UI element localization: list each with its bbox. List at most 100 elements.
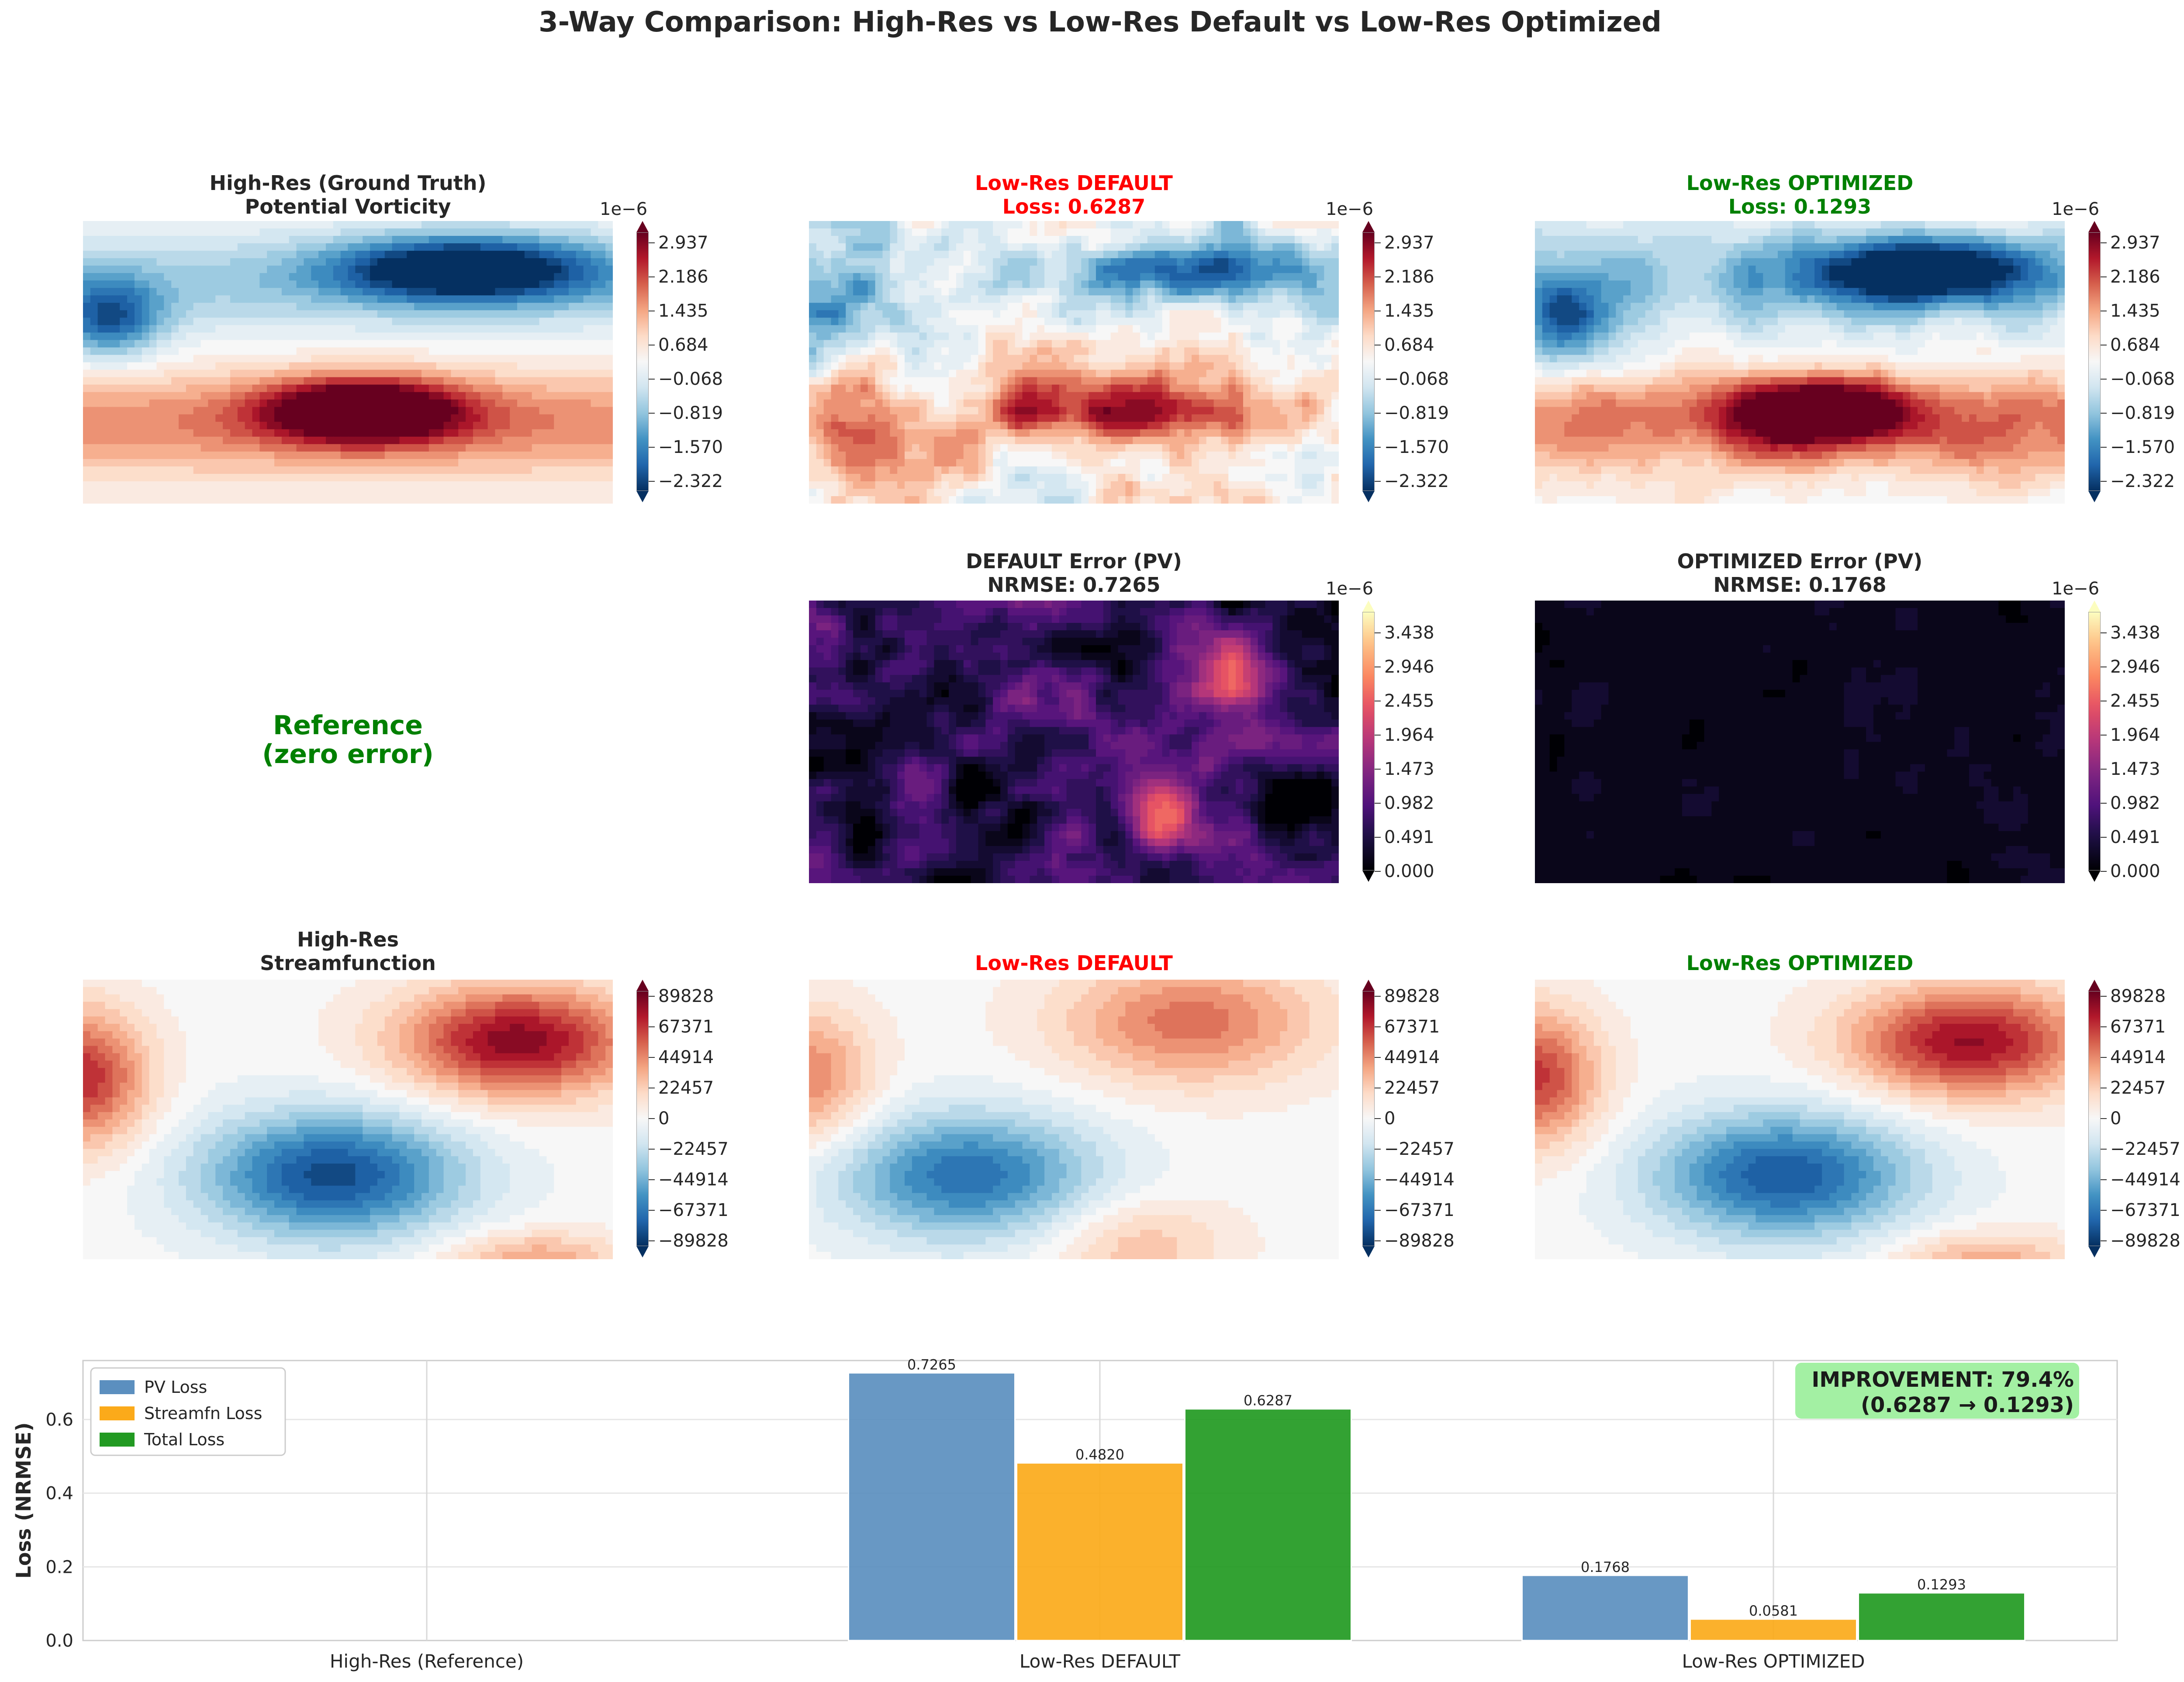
heatmap-cell	[429, 444, 437, 452]
heatmap-cell	[259, 288, 267, 296]
heatmap-cell	[186, 251, 194, 259]
colorbar-extend-bottom	[636, 491, 649, 502]
heatmap-cell	[259, 407, 267, 415]
heatmap-cell	[846, 355, 854, 363]
heatmap-cell	[912, 228, 920, 236]
heatmap-cell	[838, 303, 847, 311]
heatmap-cell	[510, 355, 518, 363]
heatmap-cell	[237, 377, 245, 385]
heatmap-cell	[1243, 340, 1251, 348]
heatmap-cell	[823, 399, 832, 408]
heatmap-cell	[223, 258, 231, 266]
heatmap-cell	[340, 444, 349, 452]
heatmap-cell	[926, 288, 935, 296]
heatmap-cell	[325, 407, 334, 415]
heatmap-cell	[1294, 392, 1303, 400]
heatmap-cell	[90, 414, 98, 422]
heatmap-cell	[325, 370, 334, 378]
heatmap-cell	[274, 429, 282, 437]
heatmap-cell	[502, 280, 510, 289]
heatmap-cell	[510, 399, 518, 408]
heatmap-cell	[105, 318, 113, 326]
heatmap-cell	[487, 444, 496, 452]
heatmap-cell	[414, 459, 422, 467]
heatmap-cell	[171, 407, 179, 415]
heatmap-cell	[340, 258, 349, 266]
heatmap-cell	[355, 436, 363, 445]
heatmap-cell	[546, 488, 555, 497]
heatmap-cell	[149, 280, 157, 289]
heatmap-cell	[429, 280, 437, 289]
heatmap-cell	[83, 399, 91, 408]
heatmap-cell	[1258, 310, 1266, 318]
heatmap-cell	[1051, 228, 1060, 236]
heatmap-cell	[451, 473, 459, 482]
heatmap-cell	[1192, 355, 1199, 363]
heatmap-cell	[890, 258, 898, 266]
heatmap-cell	[1169, 258, 1178, 266]
heatmap-cell	[1000, 429, 1008, 437]
heatmap-cell	[281, 488, 290, 497]
heatmap-cell	[912, 280, 920, 289]
heatmap-cell	[208, 384, 216, 393]
heatmap-cell	[348, 496, 356, 504]
heatmap-cell	[1331, 280, 1339, 289]
heatmap-cell	[237, 332, 245, 341]
heatmap-cell	[1324, 332, 1332, 341]
heatmap-cell	[867, 318, 876, 326]
heatmap-cell	[1228, 340, 1236, 348]
heatmap-cell	[230, 392, 238, 400]
heatmap-cell	[882, 243, 891, 251]
heatmap-cell	[524, 407, 532, 415]
heatmap-cell	[831, 384, 839, 393]
heatmap-cell	[1125, 325, 1133, 333]
heatmap-cell	[1103, 429, 1111, 437]
heatmap-cell	[1177, 407, 1185, 415]
heatmap-cell	[568, 325, 577, 333]
heatmap-cell	[83, 243, 91, 251]
heatmap-cell	[949, 273, 957, 281]
heatmap-cell	[1133, 288, 1140, 296]
heatmap-cell	[193, 429, 201, 437]
heatmap-cell	[90, 340, 98, 348]
heatmap-cell	[289, 399, 297, 408]
heatmap-cell	[289, 444, 297, 452]
heatmap-cell	[208, 421, 216, 430]
heatmap-cell	[186, 384, 194, 393]
heatmap-cell	[333, 310, 341, 318]
heatmap-cell	[1236, 340, 1244, 348]
heatmap-cell	[149, 421, 157, 430]
heatmap-cell	[860, 421, 868, 430]
heatmap-cell	[576, 221, 584, 229]
heatmap-cell	[1147, 429, 1155, 437]
heatmap-cell	[1287, 429, 1295, 437]
heatmap-cell	[1007, 392, 1016, 400]
heatmap-cell	[1089, 421, 1096, 430]
heatmap-cell	[259, 399, 267, 408]
heatmap-cell	[325, 451, 334, 459]
heatmap-cell	[1221, 392, 1229, 400]
heatmap-cell	[1074, 251, 1082, 259]
heatmap-cell	[340, 288, 349, 296]
heatmap-cell	[1302, 288, 1310, 296]
heatmap-cell	[1184, 429, 1192, 437]
heatmap-cell	[554, 384, 562, 393]
heatmap-cell	[325, 310, 334, 318]
heatmap-cell	[142, 347, 150, 356]
heatmap-cell	[156, 459, 165, 467]
heatmap-cell	[816, 414, 824, 422]
heatmap-cell	[164, 273, 172, 281]
heatmap-cell	[1309, 399, 1317, 408]
heatmap-cell	[809, 280, 817, 289]
heatmap-cell	[105, 384, 113, 393]
heatmap-cell	[561, 251, 569, 259]
heatmap-cell	[311, 295, 319, 304]
heatmap-cell	[1272, 340, 1281, 348]
heatmap-cell	[1192, 258, 1199, 266]
heatmap-cell	[466, 496, 473, 504]
heatmap-cell	[1096, 370, 1104, 378]
heatmap-cell	[252, 251, 260, 259]
heatmap-cell	[1051, 318, 1060, 326]
heatmap-cell	[105, 243, 113, 251]
heatmap-cell	[532, 421, 540, 430]
